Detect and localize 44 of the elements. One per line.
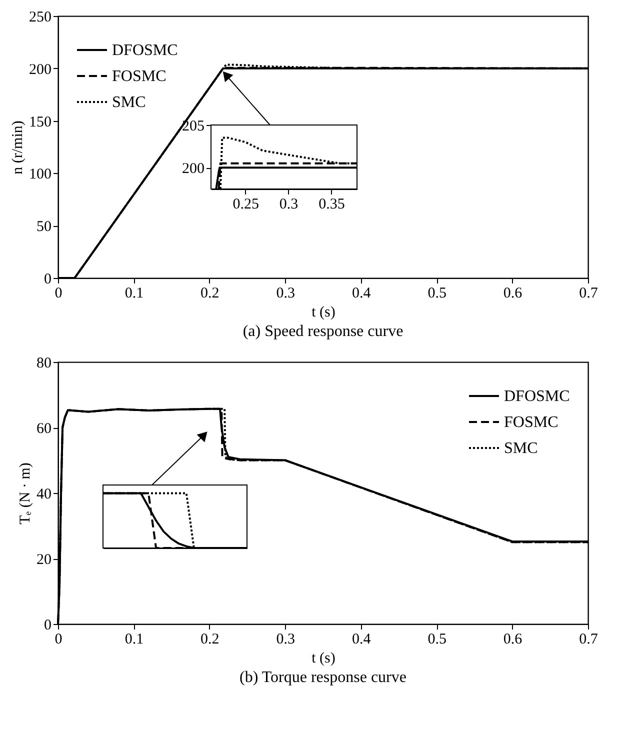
- y-tick-label: 80: [36, 356, 52, 372]
- legend-label: DFOSMC: [112, 42, 178, 59]
- y-tick-label: 250: [29, 10, 52, 26]
- text: (a) Speed response curve: [242, 323, 404, 340]
- x-tick-label: 0.25: [232, 196, 259, 212]
- text: (b) Torque response curve: [240, 669, 406, 686]
- x-tick-label: 0.5: [428, 632, 446, 648]
- x-tick-label: 0.4: [352, 286, 372, 302]
- x-tick-label: 0.7: [579, 632, 598, 648]
- y-axis-title: Tₑ (N · m): [18, 462, 34, 524]
- x-tick-label: 0.2: [200, 286, 220, 302]
- y-tick-label: 0: [44, 618, 52, 634]
- x-tick-label: 0.6: [503, 632, 523, 648]
- legend-label: SMC: [112, 94, 146, 111]
- x-tick-label: 0.2: [200, 632, 220, 648]
- y-tick-label: 150: [29, 114, 52, 130]
- legend-label: SMC: [504, 440, 538, 457]
- x-tick-label: 0: [54, 286, 62, 302]
- y-tick-label: 205: [182, 118, 204, 134]
- x-tick-label: 0.6: [503, 286, 523, 302]
- x-tick-label: 0.3: [276, 286, 296, 302]
- x-tick-label: 0.1: [124, 632, 144, 648]
- x-tick-label: 0.7: [579, 286, 598, 302]
- x-tick-label: 0.35: [318, 196, 345, 212]
- x-tick-label: 0: [54, 632, 62, 648]
- y-axis-title: n (r/min): [10, 120, 26, 174]
- x-tick-label: 0.1: [124, 286, 144, 302]
- y-tick-label: 20: [36, 552, 52, 568]
- x-axis-title: t (s): [312, 304, 336, 320]
- y-tick-label: 60: [36, 421, 52, 437]
- x-axis-title: t (s): [312, 650, 336, 666]
- legend-label: FOSMC: [112, 68, 166, 85]
- y-tick-label: 40: [36, 486, 52, 502]
- y-tick-label: 200: [29, 62, 52, 78]
- x-tick-label: 0.4: [352, 632, 372, 648]
- y-tick-label: 100: [29, 166, 52, 183]
- x-tick-label: 0.3: [279, 196, 298, 212]
- legend-label: DFOSMC: [504, 388, 570, 405]
- y-tick-label: 0: [44, 272, 52, 288]
- y-tick-label: 200: [182, 161, 204, 178]
- y-tick-label: 50: [36, 219, 52, 236]
- x-tick-label: 0.5: [428, 286, 446, 302]
- x-tick-label: 0.3: [276, 632, 296, 648]
- legend-label: FOSMC: [504, 414, 558, 431]
